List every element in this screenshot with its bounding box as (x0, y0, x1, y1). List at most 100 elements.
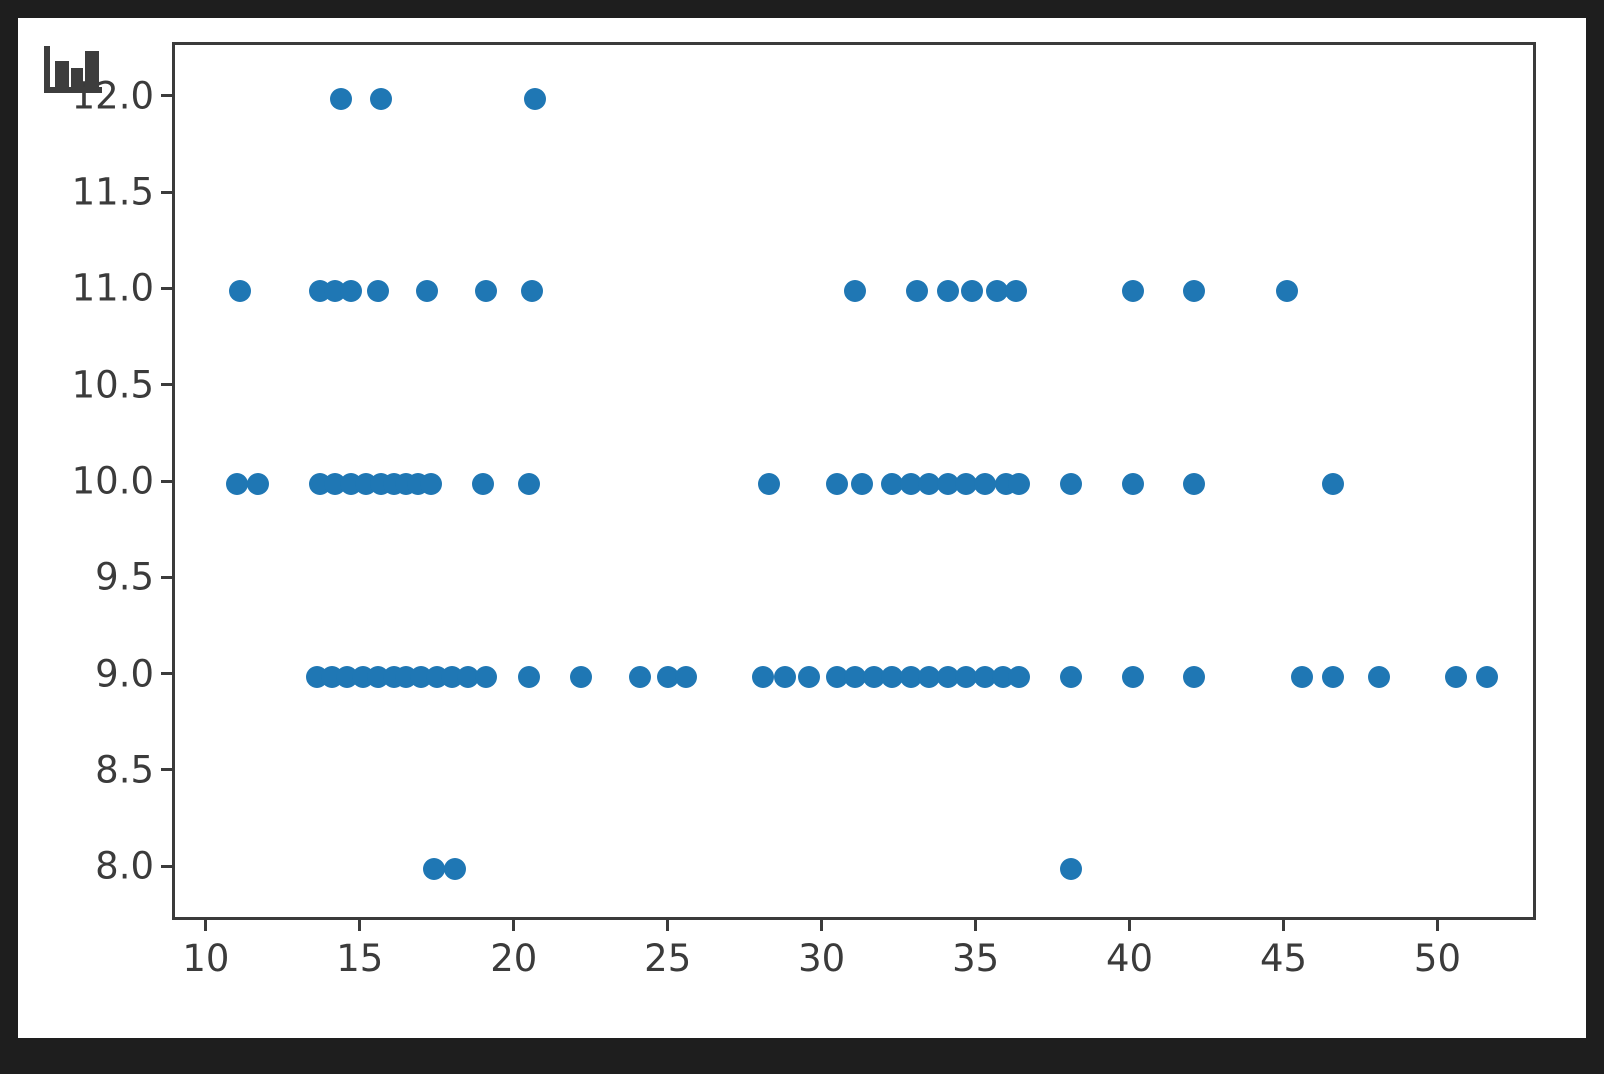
scatter-point (850, 473, 873, 495)
scatter-point (474, 280, 497, 303)
scatter-point (521, 280, 544, 303)
scatter-point (1290, 665, 1313, 688)
scatter-point (471, 473, 494, 495)
scatter-point (899, 473, 922, 495)
scatter-point (936, 665, 959, 688)
x-tick-mark (820, 920, 824, 931)
scatter-point (1321, 665, 1344, 688)
x-tick-label: 30 (798, 937, 846, 980)
scatter-point (773, 665, 796, 688)
scatter-point (518, 665, 541, 688)
scatter-point (899, 665, 922, 688)
x-tick-label: 20 (490, 937, 538, 980)
scatter-point (1007, 665, 1030, 688)
scatter-point (456, 665, 479, 688)
x-tick-label: 25 (644, 937, 692, 980)
y-tick-label: 8.0 (95, 844, 154, 888)
y-tick-label: 9.5 (95, 555, 154, 599)
y-tick-label: 9.0 (95, 652, 154, 696)
scatter-point (844, 280, 867, 303)
scatter-point (844, 665, 867, 688)
y-tick-mark (161, 383, 172, 387)
scatter-point (918, 473, 941, 495)
x-tick-label: 35 (952, 937, 1000, 980)
scatter-point (1367, 665, 1390, 688)
scatter-point (1059, 473, 1082, 495)
y-tick-mark (161, 286, 172, 290)
scatter-point (675, 665, 698, 688)
scatter-point (918, 665, 941, 688)
scatter-point (422, 858, 445, 881)
y-tick-label: 8.5 (95, 748, 154, 792)
scatter-point (825, 665, 848, 688)
scatter-point (518, 473, 541, 495)
scatter-point (881, 665, 904, 688)
scatter-point (339, 280, 362, 303)
scatter-point (416, 280, 439, 303)
scatter-point (955, 473, 978, 495)
scatter-point (955, 665, 978, 688)
scatter-point (906, 280, 929, 303)
scatter-point (1475, 665, 1498, 688)
scatter-point (1059, 665, 1082, 688)
scatter-point (225, 473, 248, 495)
x-tick-mark (512, 920, 516, 931)
scatter-point (1007, 473, 1030, 495)
x-tick-mark (358, 920, 362, 931)
scatter-point (419, 473, 442, 495)
scatter-point (1321, 473, 1344, 495)
scatter-point (936, 280, 959, 303)
x-tick-mark (204, 920, 208, 931)
x-tick-label: 50 (1413, 937, 1462, 980)
scatter-point (752, 665, 775, 688)
scatter-point (973, 473, 996, 495)
x-tick-label: 10 (182, 937, 230, 980)
scatter-point (444, 858, 467, 881)
scatter-point (936, 473, 959, 495)
scatter-point (1183, 280, 1206, 303)
y-tick-mark (161, 94, 172, 98)
plot-axes (172, 42, 1536, 920)
bar-chart-icon (44, 46, 102, 93)
scatter-point (628, 665, 651, 688)
y-tick-mark (161, 479, 172, 483)
scatter-point (1444, 665, 1467, 688)
scatter-point (961, 280, 984, 303)
scatter-point (1183, 473, 1206, 495)
scatter-point (1183, 665, 1206, 688)
scatter-point (1275, 280, 1298, 303)
scatter-point (758, 473, 781, 495)
scatter-point (330, 87, 353, 110)
x-tick-mark (974, 920, 978, 931)
scatter-point (474, 665, 497, 688)
scatter-point (798, 665, 821, 688)
scatter-point (825, 473, 848, 495)
scatter-point (228, 280, 251, 303)
y-tick-label: 11.0 (71, 266, 154, 310)
x-tick-mark (1435, 920, 1439, 931)
scatter-point (656, 665, 679, 688)
x-tick-mark (1282, 920, 1286, 931)
y-tick-label: 11.5 (71, 170, 154, 214)
scatter-point (1121, 665, 1144, 688)
y-tick-label: 10.0 (71, 459, 154, 503)
x-tick-label: 40 (1106, 937, 1154, 980)
scatter-point (1121, 473, 1144, 495)
scatter-point (1121, 280, 1144, 303)
scatter-point (1059, 858, 1082, 881)
scatter-point (881, 473, 904, 495)
y-tick-mark (161, 672, 172, 676)
scatter-point (370, 87, 393, 110)
matplotlib-figure: 10 15 20 25 30 35 40 45 50 8.0 8.5 9.0 9.5 10.0 10.5 1… (18, 18, 1586, 1038)
scatter-point (247, 473, 270, 495)
scatter-point (367, 280, 390, 303)
scatter-point (986, 280, 1009, 303)
scatter-point (1004, 280, 1027, 303)
scatter-point (524, 87, 547, 110)
x-tick-label: 15 (336, 937, 384, 980)
y-tick-mark (161, 768, 172, 772)
y-tick-mark (161, 575, 172, 579)
y-tick-label: 10.5 (71, 363, 154, 407)
x-tick-label: 45 (1259, 937, 1308, 980)
